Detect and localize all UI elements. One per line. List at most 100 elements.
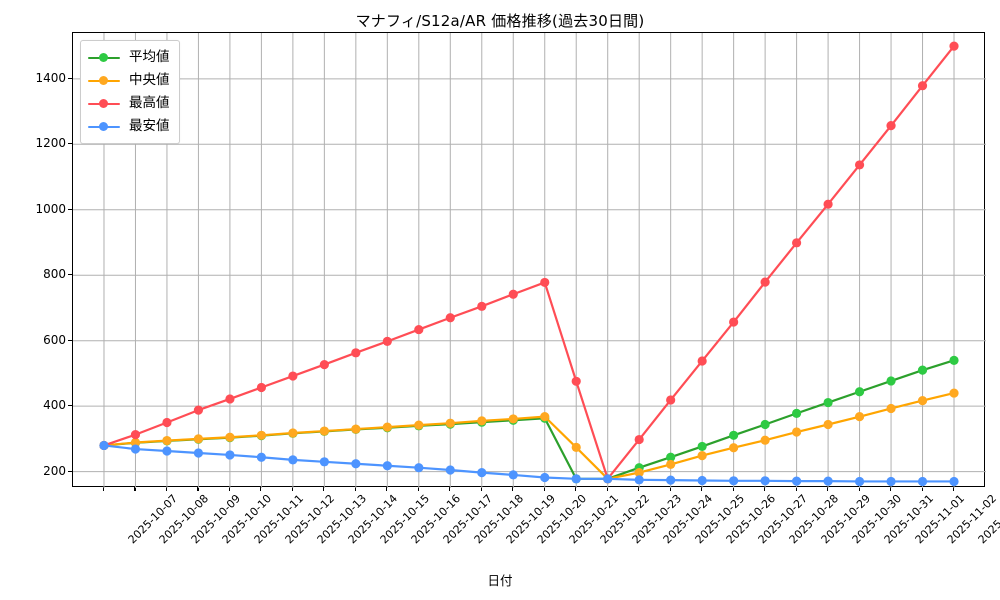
series-data-point <box>949 355 959 365</box>
legend-item-median: 中央値 <box>88 69 170 92</box>
series-data-point <box>854 412 865 422</box>
series-data-point <box>792 427 802 437</box>
series-data-point <box>886 403 896 414</box>
series-data-point <box>540 472 550 483</box>
series-data-point <box>256 382 266 393</box>
series-data-point <box>414 463 424 473</box>
chart-title: マナフィ/S12a/AR 価格推移(過去30日間) <box>355 12 645 30</box>
x-tick-label: 2025-10-26 <box>723 492 779 547</box>
x-tick-label: 2025-10-18 <box>472 492 527 547</box>
x-tick-label: 2025-10-09 <box>188 492 244 547</box>
series-data-point <box>949 41 959 51</box>
series-data-point <box>666 395 676 405</box>
series-data-point <box>508 414 518 424</box>
series-data-point <box>193 405 204 415</box>
x-tick-label: 2025-10-23 <box>629 492 684 547</box>
series-data-point <box>288 371 298 381</box>
series-data-point <box>823 476 833 486</box>
series-data-point <box>414 420 424 430</box>
x-tick-label: 2025-10-21 <box>566 492 621 547</box>
series-data-point <box>193 448 204 458</box>
x-tick-label: 2025-10-13 <box>314 492 370 547</box>
x-tick-label: 2025-10-20 <box>534 492 590 547</box>
series-data-point <box>571 442 581 453</box>
legend-label-min: 最安値 <box>129 117 170 134</box>
series-data-point <box>917 365 928 375</box>
x-tick-label: 2025-10-10 <box>220 492 275 547</box>
series-data-point <box>540 277 550 288</box>
series-data-point <box>351 459 361 469</box>
x-tick-label: 2025-10-22 <box>597 492 653 547</box>
series-data-point <box>351 348 361 358</box>
series-data-point <box>634 475 644 485</box>
series-data-point <box>729 430 739 440</box>
x-tick-label: 2025-11-02 <box>944 492 999 547</box>
series-data-point <box>697 356 707 366</box>
series-data-point <box>697 441 707 452</box>
y-tick-label: 1400 <box>35 70 66 85</box>
series-data-point <box>382 336 392 346</box>
legend-line-marker-icon <box>88 74 120 88</box>
series-line <box>102 391 956 480</box>
series-data-point <box>319 457 329 467</box>
series-line <box>102 359 956 480</box>
series-data-point <box>225 394 235 404</box>
series-data-point <box>886 121 896 131</box>
series-data-point <box>666 475 676 485</box>
series-data-point <box>729 476 739 486</box>
series-data-point <box>319 426 329 436</box>
series-data-point <box>162 435 172 446</box>
series-data-point <box>917 476 928 487</box>
series-data-point <box>792 238 802 248</box>
series-data-point <box>288 455 298 465</box>
series-data-point <box>130 430 141 440</box>
series-line <box>102 44 956 480</box>
x-tick-label: 2025-10-30 <box>849 492 905 547</box>
y-tick-label: 1000 <box>35 201 66 216</box>
x-tick-label: 2025-11-01 <box>912 492 968 547</box>
series-data-point <box>256 452 266 462</box>
series-data-point <box>130 444 141 454</box>
series-data-point <box>445 465 455 475</box>
series-data-point <box>256 430 266 440</box>
legend-item-mean: 平均値 <box>88 46 170 69</box>
series-data-point <box>445 313 455 323</box>
series-data-point <box>99 440 109 451</box>
x-tick-label: 2025-10-27 <box>755 492 810 547</box>
series-data-point <box>949 476 959 487</box>
series-data-point <box>792 408 802 418</box>
series-data-point <box>445 418 455 428</box>
series-data-point <box>854 160 865 170</box>
x-tick-label: 2025-10-19 <box>503 492 558 547</box>
x-tick-label: 2025-10-14 <box>346 492 401 547</box>
y-tick-label: 200 <box>43 463 66 478</box>
series-data-point <box>225 450 235 460</box>
series-data-point <box>634 468 644 478</box>
series-data-point <box>193 434 204 444</box>
grid-lines <box>73 33 986 488</box>
series-data-point <box>760 435 770 445</box>
legend-line-marker-icon <box>88 97 120 111</box>
y-tick-label: 1200 <box>35 136 66 151</box>
series-data-point <box>225 432 235 442</box>
series-data-point <box>886 476 896 487</box>
legend-label-median: 中央値 <box>129 71 170 88</box>
series-data-point <box>666 452 676 462</box>
legend-line-marker-icon <box>88 51 120 65</box>
series-data-point <box>603 474 613 484</box>
series-data-point <box>634 434 644 445</box>
x-tick-label: 2025-10-15 <box>377 492 432 547</box>
series-data-point <box>540 412 550 422</box>
legend-item-max: 最高値 <box>88 92 170 115</box>
data-series-layer <box>99 41 959 487</box>
series-data-point <box>477 301 487 311</box>
series-data-point <box>697 450 707 461</box>
series-data-point <box>729 317 739 327</box>
series-data-point <box>823 199 833 209</box>
x-tick-label: 2025-11-03 <box>975 492 1000 547</box>
x-tick-label: 2025-10-07 <box>125 492 181 547</box>
series-data-point <box>729 443 739 453</box>
series-data-point <box>508 470 518 480</box>
series-data-point <box>792 476 802 486</box>
